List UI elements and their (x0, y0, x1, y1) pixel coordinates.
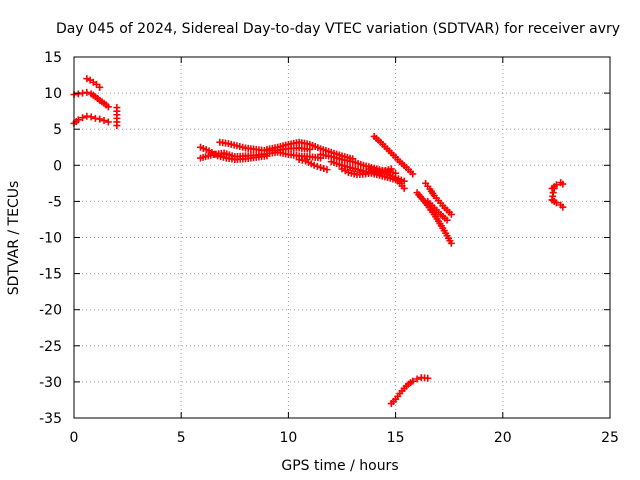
y-tick-label: -15 (39, 267, 62, 283)
data-point (400, 177, 408, 185)
series-s9 (295, 156, 331, 174)
series-s8 (263, 138, 357, 163)
x-tick-label: 20 (494, 430, 512, 446)
data-point (104, 118, 112, 126)
data-point (104, 103, 112, 111)
series-s14 (370, 132, 417, 178)
series-s18 (424, 197, 451, 224)
data-point (550, 184, 558, 192)
series-s4 (113, 104, 121, 130)
data-point (79, 114, 87, 122)
y-tick-label: -35 (39, 411, 62, 427)
y-tick-label: -5 (48, 194, 62, 210)
data-points (70, 75, 567, 408)
series-s17 (422, 179, 455, 218)
y-tick-label: -20 (39, 303, 62, 319)
data-point (559, 203, 567, 211)
y-tick-label: 15 (44, 50, 62, 66)
x-tick-label: 25 (601, 430, 619, 446)
x-tick-label: 10 (279, 430, 297, 446)
data-point (96, 83, 104, 91)
data-point (413, 375, 421, 383)
series-s12 (338, 165, 395, 179)
series-s2 (83, 75, 104, 91)
data-point (74, 116, 82, 124)
series-s21 (548, 184, 558, 204)
series-s22 (387, 374, 432, 408)
chart-title: Day 045 of 2024, Sidereal Day-to-day VTE… (56, 21, 620, 37)
data-point (113, 122, 121, 130)
x-tick-label: 5 (177, 430, 186, 446)
series-s15 (392, 174, 408, 192)
data-point (320, 165, 328, 173)
data-point (552, 199, 560, 207)
data-point (96, 115, 104, 123)
x-tick-label: 15 (387, 430, 405, 446)
y-tick-label: -25 (39, 339, 62, 355)
data-point (424, 374, 432, 382)
data-point (409, 377, 417, 385)
data-point (83, 88, 91, 96)
data-point (87, 113, 95, 121)
y-tick-label: 5 (53, 122, 62, 138)
data-point (310, 161, 318, 169)
data-point (549, 189, 557, 197)
data-point (323, 166, 331, 174)
y-tick-label: 0 (53, 158, 62, 174)
data-point (559, 180, 567, 188)
x-axis-label: GPS time / hours (281, 458, 398, 474)
data-point (447, 239, 455, 247)
data-point (100, 117, 108, 125)
axis-ticks: 0 5 10 15 20 25 15 10 5 0 -5 -10 -15 -20 -25 -30 -35 (39, 50, 619, 446)
data-point (443, 216, 451, 224)
data-point (400, 184, 408, 192)
series-s1 (70, 88, 112, 111)
y-tick-label: 10 (44, 86, 62, 102)
data-point (83, 75, 91, 83)
y-axis-label: SDTVAR / TECUs (6, 181, 22, 296)
series-s6 (196, 143, 271, 164)
y-tick-label: -30 (39, 375, 62, 391)
y-tick-label: -10 (39, 231, 62, 247)
data-point (313, 162, 321, 170)
data-point (387, 165, 395, 173)
data-point (409, 170, 417, 178)
x-tick-label: 0 (70, 430, 79, 446)
data-point (552, 181, 560, 189)
data-point (447, 210, 455, 218)
data-point (317, 163, 325, 171)
